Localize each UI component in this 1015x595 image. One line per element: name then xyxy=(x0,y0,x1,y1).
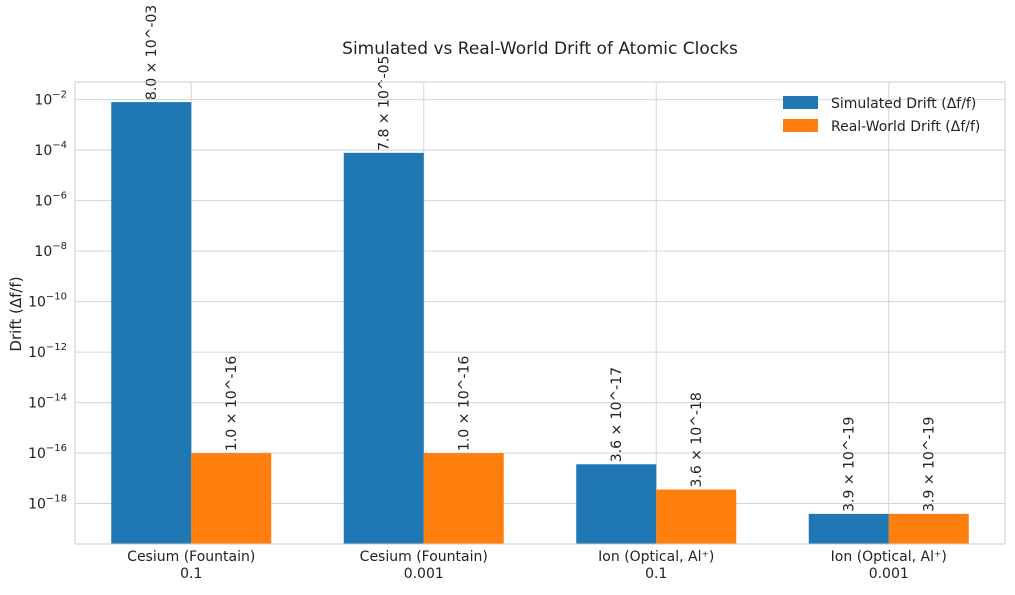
bar xyxy=(656,489,737,544)
y-tick-label: 10−4 xyxy=(34,140,67,159)
legend-swatch xyxy=(783,119,818,132)
bar xyxy=(343,152,424,545)
data-label: 3.9 × 10^-19 xyxy=(842,417,858,512)
data-label: 8.0 × 10^-03 xyxy=(144,5,160,100)
y-tick-label: 10−8 xyxy=(34,241,67,260)
x-tick-label: 0.001 xyxy=(869,566,909,582)
axis-layer: 10−18 10−16 10−14 10−12 10−10 10−8 10−6 10−4 10−… xyxy=(28,81,1006,582)
y-tick-label: 10−16 xyxy=(28,443,67,462)
bar xyxy=(808,513,889,544)
data-label: 3.6 × 10^-18 xyxy=(689,392,705,487)
legend-label: Real-World Drift (Δf/f) xyxy=(831,119,980,135)
y-tick-label: 10−2 xyxy=(34,90,67,109)
bar xyxy=(576,464,657,544)
x-tick-label: Cesium (Fountain) xyxy=(127,549,255,565)
x-tick-label: 0.001 xyxy=(404,566,444,582)
bars-layer xyxy=(111,102,969,545)
bar xyxy=(111,102,192,544)
plot-frame xyxy=(74,81,1006,545)
x-tick-label: Cesium (Fountain) xyxy=(360,549,488,565)
y-tick-label: 10−14 xyxy=(28,393,67,412)
legend: Simulated Drift (Δf/f) Real-World Drift (… xyxy=(783,96,980,135)
y-tick-label: 10−10 xyxy=(28,292,67,311)
data-label: 1.0 × 10^-16 xyxy=(457,356,473,451)
data-label: 1.0 × 10^-16 xyxy=(224,356,240,451)
legend-swatch xyxy=(783,96,818,109)
x-tick-label: 0.1 xyxy=(645,566,667,582)
data-label: 3.6 × 10^-17 xyxy=(609,367,625,462)
legend-label: Simulated Drift (Δf/f) xyxy=(831,96,976,112)
x-tick-label: Ion (Optical, Al⁺) xyxy=(598,549,714,565)
y-tick-label: 10−6 xyxy=(34,191,67,210)
data-label: 7.8 × 10^-05 xyxy=(377,56,393,151)
x-tick-label: 0.1 xyxy=(180,566,202,582)
y-axis-label: Drift (Δf/f) xyxy=(7,276,25,351)
data-labels-layer: 8.0 × 10^-03 7.8 × 10^-05 3.6 × 10^-17 3.9 … xyxy=(144,5,938,512)
bar xyxy=(423,453,504,544)
bar xyxy=(191,453,272,544)
data-label: 3.9 × 10^-19 xyxy=(922,417,938,512)
y-tick-label: 10−12 xyxy=(28,342,67,361)
x-tick-label: Ion (Optical, Al⁺) xyxy=(831,549,947,565)
y-tick-label: 10−18 xyxy=(28,494,67,513)
chart-title: Simulated vs Real-World Drift of Atomic … xyxy=(342,39,738,59)
bar xyxy=(888,513,969,544)
